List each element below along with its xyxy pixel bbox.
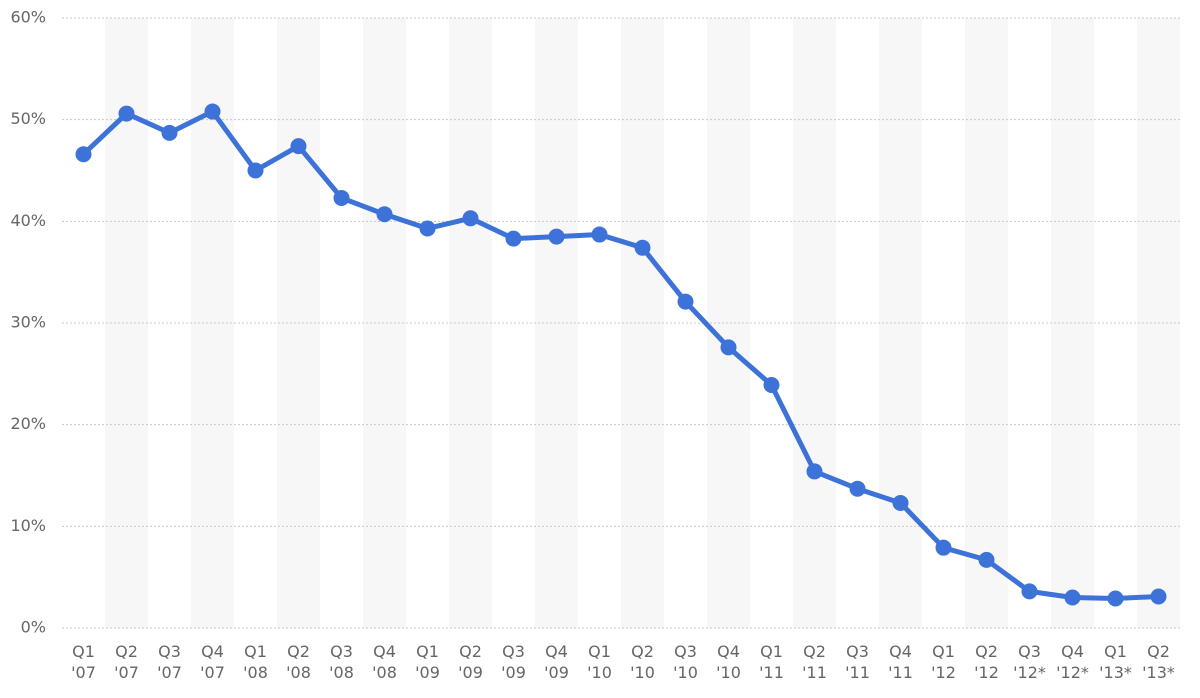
data-point [1064, 589, 1081, 606]
x-tick-label: Q4'11 [888, 642, 913, 682]
data-point [548, 228, 565, 245]
data-point [1021, 583, 1038, 600]
data-point [935, 539, 952, 556]
data-point [290, 138, 307, 155]
x-tick-label: Q3'11 [845, 642, 870, 682]
x-tick-label: Q1'07 [71, 642, 96, 682]
x-tick-label: Q3'10 [673, 642, 698, 682]
y-tick-label: 10% [10, 516, 46, 535]
x-tick-label: Q3'07 [157, 642, 182, 682]
x-tick-label: Q4'08 [372, 642, 397, 682]
data-point [75, 146, 92, 163]
y-tick-label: 50% [10, 109, 46, 128]
y-tick-label: 60% [10, 8, 46, 27]
data-point [462, 210, 479, 227]
x-tick-label: Q4'09 [544, 642, 569, 682]
x-tick-label: Q2'10 [630, 642, 655, 682]
data-point [763, 377, 780, 394]
data-point [247, 162, 264, 179]
y-tick-label: 40% [10, 211, 46, 230]
data-point [978, 551, 995, 568]
x-tick-label: Q2'11 [802, 642, 827, 682]
x-tick-label: Q2'13* [1142, 642, 1175, 682]
x-tick-label: Q2'12 [974, 642, 999, 682]
data-point [849, 480, 866, 497]
x-tick-label: Q1'10 [587, 642, 612, 682]
data-point [591, 226, 608, 243]
x-tick-label: Q3'08 [329, 642, 354, 682]
data-point [634, 239, 651, 256]
x-tick-label: Q2'07 [114, 642, 139, 682]
x-tick-label: Q2'09 [458, 642, 483, 682]
x-tick-label: Q3'12* [1013, 642, 1046, 682]
data-point [677, 293, 694, 310]
x-tick-label: Q1'11 [759, 642, 784, 682]
data-point [806, 463, 823, 480]
data-point [161, 124, 178, 141]
data-point [333, 189, 350, 206]
data-point [376, 206, 393, 223]
y-tick-label: 30% [10, 313, 46, 332]
x-tick-label: Q4'12* [1056, 642, 1089, 682]
x-tick-label: Q2'08 [286, 642, 311, 682]
data-point [505, 230, 522, 247]
y-tick-label: 0% [21, 618, 46, 637]
data-point [204, 103, 221, 120]
x-tick-label: Q1'13* [1099, 642, 1132, 682]
x-tick-label: Q1'09 [415, 642, 440, 682]
x-tick-label: Q4'10 [716, 642, 741, 682]
x-tick-label: Q3'09 [501, 642, 526, 682]
data-point [419, 220, 436, 237]
x-tick-label: Q1'08 [243, 642, 268, 682]
data-point [118, 105, 135, 122]
x-tick-label: Q4'07 [200, 642, 225, 682]
y-tick-label: 20% [10, 414, 46, 433]
data-point [1107, 590, 1124, 607]
data-point [720, 339, 737, 356]
data-point [1150, 588, 1167, 605]
x-tick-label: Q1'12 [931, 642, 956, 682]
data-point [892, 494, 909, 511]
